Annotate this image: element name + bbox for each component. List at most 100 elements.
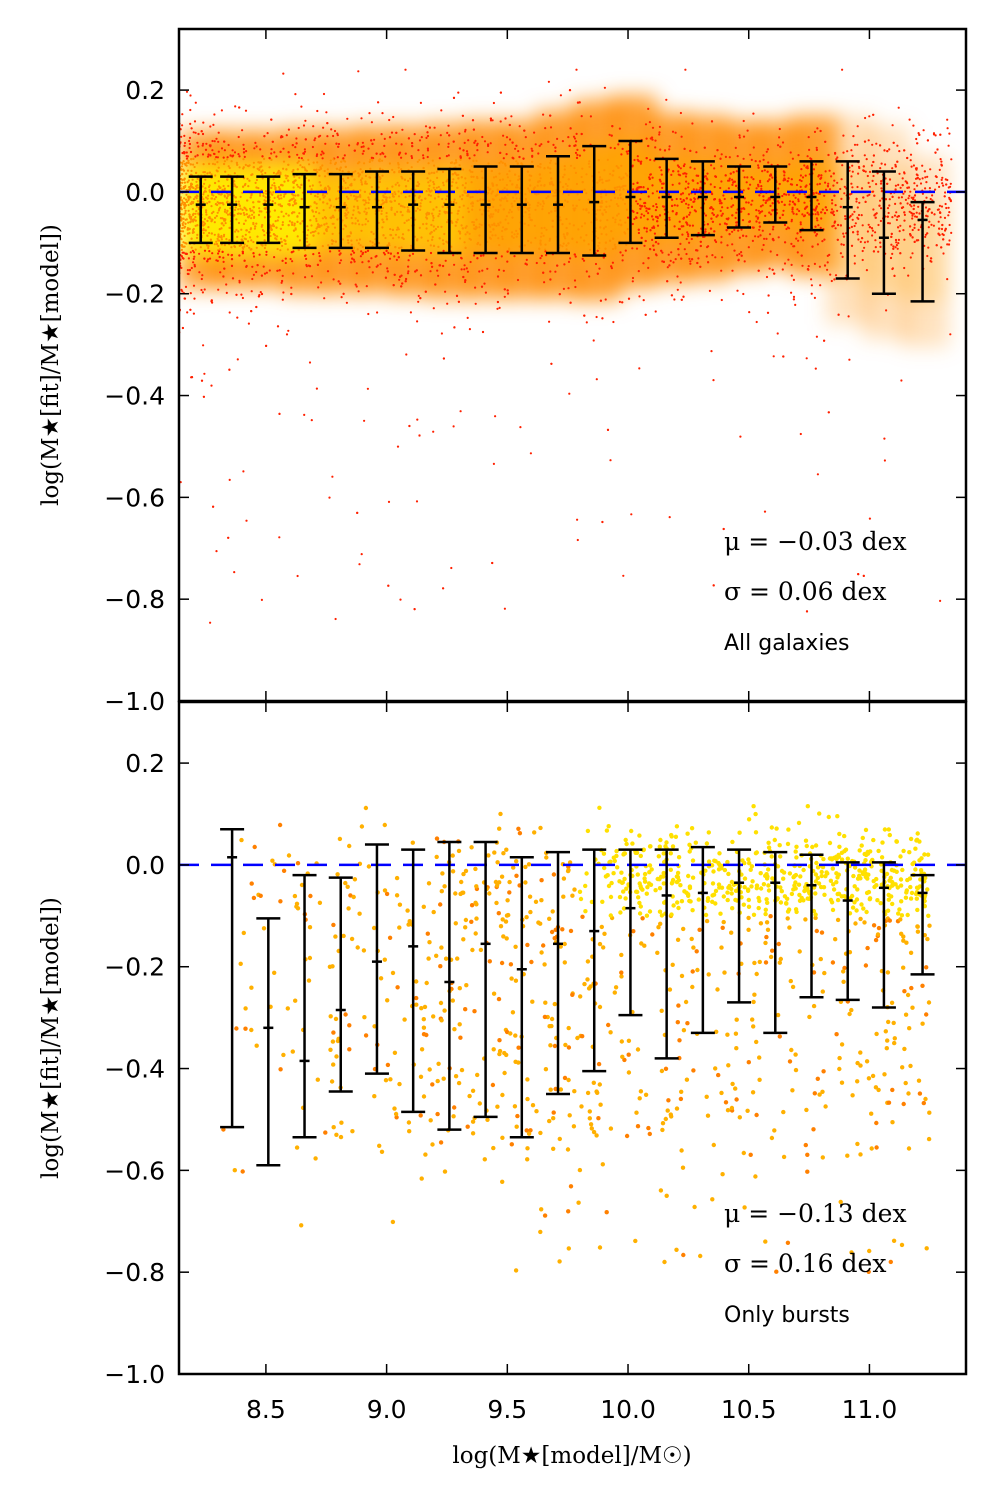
scatter-point <box>255 246 258 249</box>
scatter-point <box>850 149 853 152</box>
scatter-point <box>457 209 460 213</box>
scatter-point <box>506 193 509 196</box>
scatter-point <box>542 234 545 237</box>
scatter-point <box>852 231 855 234</box>
scatter-point <box>424 197 427 200</box>
scatter-point <box>254 141 257 144</box>
scatter-point <box>581 181 584 184</box>
scatter-point <box>223 188 226 191</box>
scatter-point <box>280 240 283 243</box>
scatter-point <box>194 187 197 191</box>
scatter-point <box>894 202 897 205</box>
scatter-point <box>490 192 493 195</box>
scatter-point <box>401 128 404 131</box>
scatter-point <box>857 573 860 576</box>
scatter-point <box>190 376 194 379</box>
scatter-point <box>379 153 382 156</box>
scatter-point <box>405 277 408 281</box>
scatter-point <box>796 232 799 235</box>
scatter-point <box>807 265 810 268</box>
scatter-point <box>193 165 196 169</box>
scatter-point <box>587 211 590 214</box>
scatter-point <box>211 139 214 143</box>
scatter-point <box>460 224 463 227</box>
scatter-point <box>450 566 453 570</box>
scatter-point <box>897 196 901 199</box>
scatter-point <box>186 269 189 272</box>
scatter-point <box>520 162 523 165</box>
scatter-point <box>287 151 290 154</box>
scatter-point <box>646 218 649 221</box>
scatter-point <box>812 208 815 211</box>
scatter-point <box>911 228 914 232</box>
scatter-point <box>611 261 615 264</box>
scatter-point <box>242 211 245 215</box>
scatter-point <box>515 229 518 232</box>
scatter-point <box>636 202 639 205</box>
scatter-point <box>215 550 218 553</box>
scatter-point <box>326 168 329 171</box>
scatter-point <box>823 238 826 241</box>
scatter-point <box>357 175 360 178</box>
scatter-point <box>445 240 448 243</box>
scatter-point <box>202 163 205 166</box>
scatter-point <box>551 219 554 222</box>
scatter-point <box>354 283 357 286</box>
scatter-point <box>194 212 197 215</box>
scatter-point <box>658 166 661 169</box>
scatter-point <box>553 207 557 210</box>
scatter-point <box>561 245 564 248</box>
scatter-point <box>715 215 718 218</box>
scatter-point <box>335 142 338 145</box>
scatter-point <box>540 254 543 257</box>
scatter-point <box>631 222 634 226</box>
scatter-point <box>599 219 602 222</box>
scatter-point <box>265 344 268 347</box>
scatter-point <box>213 113 216 116</box>
scatter-point <box>658 196 661 199</box>
scatter-point <box>394 183 397 186</box>
scatter-point <box>757 166 760 169</box>
scatter-point <box>791 200 795 203</box>
scatter-point <box>184 241 187 245</box>
scatter-point <box>596 249 599 252</box>
scatter-point <box>428 184 431 187</box>
scatter-point <box>280 281 283 284</box>
scatter-point <box>720 180 723 183</box>
scatter-point <box>930 260 933 263</box>
scatter-point <box>353 149 356 152</box>
scatter-point <box>251 277 254 281</box>
scatter-point <box>464 182 467 185</box>
scatter-point <box>291 260 294 263</box>
scatter-point <box>549 159 553 162</box>
scatter-point <box>904 180 907 183</box>
scatter-point <box>290 251 293 254</box>
scatter-point <box>284 192 287 195</box>
scatter-point <box>357 172 360 175</box>
scatter-point <box>836 209 839 212</box>
scatter-point <box>895 218 899 221</box>
scatter-point <box>458 206 461 209</box>
scatter-point <box>731 214 734 217</box>
scatter-point <box>938 204 942 207</box>
scatter-point <box>751 239 755 242</box>
scatter-point <box>903 219 906 222</box>
scatter-point <box>772 225 775 228</box>
scatter-point <box>411 145 414 148</box>
scatter-point <box>252 201 255 204</box>
scatter-point <box>862 574 865 578</box>
scatter-point <box>302 124 306 127</box>
scatter-point <box>490 169 493 173</box>
scatter-point <box>948 211 951 214</box>
scatter-point <box>877 250 880 253</box>
scatter-point <box>504 117 507 120</box>
scatter-point <box>589 248 592 251</box>
scatter-point <box>526 201 529 204</box>
scatter-point <box>868 517 872 520</box>
scatter-point <box>535 193 538 196</box>
scatter-point <box>318 252 321 255</box>
scatter-point <box>588 160 591 163</box>
scatter-point <box>761 248 764 251</box>
scatter-point <box>539 166 542 169</box>
scatter-point <box>478 223 481 226</box>
